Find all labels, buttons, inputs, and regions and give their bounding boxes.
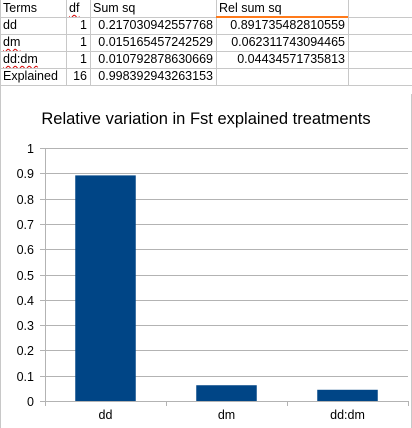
grid-vline: [66, 0, 67, 86]
cell-rel-sum-sq[interactable]: 0.04434571735813: [237, 52, 345, 66]
y-tick-label: 1: [27, 142, 34, 156]
cell-rel-sum-sq[interactable]: 0.891735482810559: [230, 18, 345, 32]
chart-title: Relative variation in Fst explained trea…: [41, 110, 371, 128]
x-tick-label: dd:dm: [330, 408, 365, 422]
header-df-text: df: [69, 1, 80, 15]
grid-hline: [0, 68, 412, 69]
bar-dd[interactable]: [75, 175, 136, 401]
cell-term-text: dm: [3, 35, 21, 49]
grid-vline: [90, 0, 91, 86]
y-tick-label: 0.5: [17, 269, 34, 283]
header-sum-sq[interactable]: Sum sq: [93, 1, 136, 15]
cell-df[interactable]: 1: [80, 18, 87, 32]
grid-hline: [0, 17, 412, 18]
grid-vline: [216, 0, 217, 86]
grid-hline: [0, 85, 412, 86]
x-tick-label: dm: [218, 408, 235, 422]
y-tick-label: 0.9: [17, 167, 34, 181]
grid-hline: [0, 34, 412, 35]
cell-sum-sq[interactable]: 0.217030942557768: [98, 18, 213, 32]
cell-df[interactable]: 1: [80, 52, 87, 66]
grid-vline: [0, 0, 1, 94]
header-rel-sum-sq[interactable]: Rel sum sq: [219, 1, 282, 15]
header-df[interactable]: df: [66, 0, 90, 17]
chart-left-edge: [0, 94, 1, 428]
cell-sum-sq[interactable]: 0.015165457242529: [98, 35, 213, 49]
cell-term-text: dd:dm: [3, 52, 38, 66]
y-tick-label: 0.7: [17, 218, 34, 232]
cell-df[interactable]: 1: [80, 35, 87, 49]
selected-cell-indicator: [216, 16, 348, 18]
y-tick-label: 0.8: [17, 193, 34, 207]
cell-rel-sum-sq[interactable]: 0.062311743094465: [231, 35, 345, 49]
embedded-chart[interactable]: [0, 94, 412, 428]
y-tick-label: 0: [27, 395, 34, 409]
cell-term[interactable]: dd:dm: [0, 51, 66, 68]
y-tick-label: 0.6: [17, 243, 34, 257]
cell-term[interactable]: Explained: [3, 69, 58, 83]
y-tick-label: 0.4: [17, 294, 34, 308]
header-terms[interactable]: Terms: [3, 1, 38, 15]
cell-df[interactable]: 16: [73, 69, 87, 83]
bar-dm[interactable]: [196, 385, 257, 401]
cell-sum-sq[interactable]: 0.998392943263153: [98, 69, 213, 83]
grid-hline: [0, 51, 412, 52]
grid-vline: [348, 0, 349, 86]
x-tick-label: dd: [99, 408, 113, 422]
cell-term[interactable]: dd: [3, 18, 17, 32]
cell-sum-sq[interactable]: 0.010792878630669: [98, 52, 213, 66]
bar-dd-dm[interactable]: [317, 389, 378, 401]
y-tick-label: 0.2: [17, 344, 34, 358]
y-tick-label: 0.3: [17, 319, 34, 333]
y-tick-label: 0.1: [17, 370, 34, 384]
cell-term[interactable]: dm: [0, 34, 66, 51]
